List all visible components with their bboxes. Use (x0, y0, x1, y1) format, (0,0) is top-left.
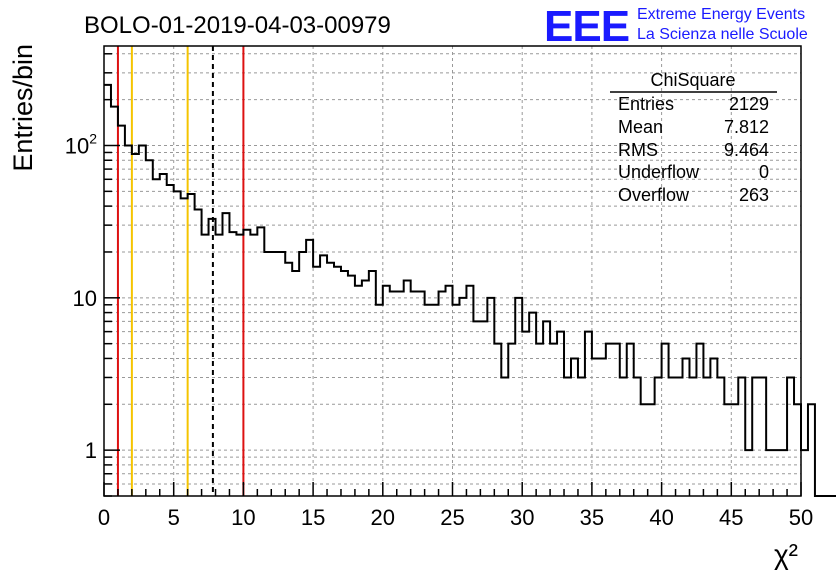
x-tick-label: 45 (719, 505, 743, 530)
x-tick-label: 15 (301, 505, 325, 530)
axis-ticks (103, 53, 802, 497)
stats-overflow-value: 263 (739, 185, 769, 205)
x-tick-label: 10 (231, 505, 255, 530)
org-name-line2: La Scienza nelle Scuole (637, 26, 808, 43)
x-tick-labels: 0 5 10 15 20 25 30 35 40 45 50 (98, 505, 813, 530)
x-tick-label: 35 (580, 505, 604, 530)
stats-entries-label: Entries (618, 94, 674, 114)
stats-rms-value: 9.464 (724, 140, 769, 160)
stats-mean-value: 7.812 (724, 117, 769, 137)
stats-mean-label: Mean (618, 117, 663, 137)
x-tick-label: 40 (649, 505, 673, 530)
x-tick-label: 20 (371, 505, 395, 530)
stats-overflow-label: Overflow (618, 185, 690, 205)
x-tick-label: 30 (510, 505, 534, 530)
run-title: BOLO-01-2019-04-03-00979 (84, 12, 391, 39)
grid-lines (104, 46, 801, 497)
y-tick-labels: 1 10 102 (65, 130, 97, 463)
y-tick-label: 102 (65, 130, 97, 158)
stats-underflow-value: 0 (759, 162, 769, 182)
stats-entries-value: 2129 (729, 94, 769, 114)
y-axis-label: Entries/bin (8, 44, 38, 172)
y-tick-label: 10 (73, 286, 97, 311)
org-name-line1: Extreme Energy Events (637, 6, 805, 23)
x-axis-label: χ² (774, 539, 798, 570)
stats-rms-label: RMS (618, 140, 658, 160)
stats-title: ChiSquare (650, 70, 735, 90)
stats-underflow-label: Underflow (618, 162, 700, 182)
stats-box: ChiSquare Entries 2129 Mean 7.812 RMS 9.… (610, 70, 777, 205)
histogram-outline (104, 83, 836, 497)
x-tick-label: 25 (440, 505, 464, 530)
x-tick-label: 0 (98, 505, 110, 530)
x-tick-label: 50 (789, 505, 813, 530)
reference-lines (116, 46, 245, 496)
eee-logo: EEE (544, 2, 629, 51)
x-tick-label: 5 (168, 505, 180, 530)
y-tick-label: 1 (85, 438, 97, 463)
